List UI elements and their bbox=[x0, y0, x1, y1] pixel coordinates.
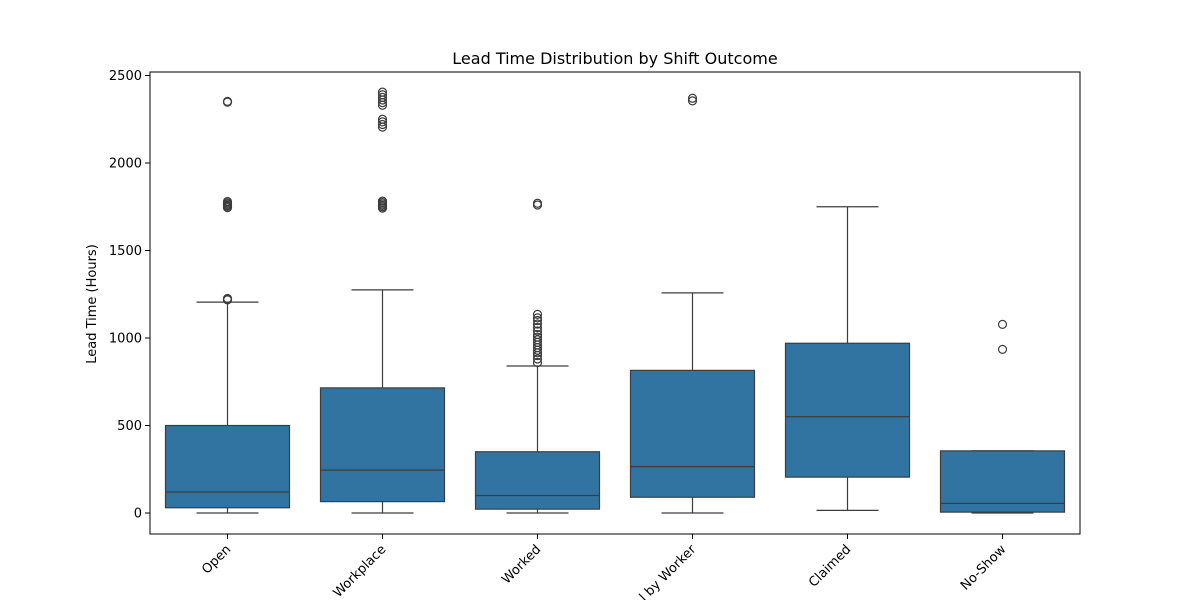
box-group bbox=[474, 198, 601, 514]
outlier-point bbox=[997, 319, 1008, 329]
outlier-point bbox=[377, 90, 388, 100]
x-tick-label: Workplace bbox=[331, 542, 390, 600]
y-axis-label: Lead Time (Hours) bbox=[85, 244, 100, 364]
x-tick-label: Worked bbox=[499, 542, 544, 587]
box bbox=[939, 450, 1066, 513]
outlier-point bbox=[687, 93, 698, 103]
y-axis: 0 500 1000 1500 2000 2500 bbox=[109, 69, 150, 522]
outlier-point bbox=[532, 309, 543, 319]
outlier-point bbox=[377, 114, 388, 124]
y-tick-label: 2500 bbox=[109, 69, 142, 84]
box bbox=[474, 451, 601, 510]
box bbox=[164, 424, 291, 509]
plot-area bbox=[164, 87, 1066, 514]
x-axis: Open Workplace Worked l by Worker Claimed No-… bbox=[199, 534, 1010, 600]
box bbox=[319, 387, 446, 503]
outlier-point bbox=[222, 196, 233, 207]
box-group bbox=[629, 93, 756, 514]
outlier-point bbox=[377, 119, 388, 130]
x-tick-label: l by Worker bbox=[637, 542, 700, 600]
outlier-point bbox=[222, 293, 233, 304]
y-tick-label: 500 bbox=[117, 419, 142, 434]
outlier-point bbox=[377, 117, 388, 127]
x-tick-label: Open bbox=[199, 542, 234, 577]
outlier-point bbox=[532, 322, 543, 333]
box-group bbox=[319, 87, 446, 514]
outlier-point bbox=[532, 326, 543, 336]
y-tick-label: 1000 bbox=[109, 332, 142, 347]
box bbox=[784, 342, 911, 478]
outlier-point bbox=[687, 96, 698, 106]
outlier-point bbox=[377, 196, 388, 206]
box-group bbox=[784, 206, 911, 511]
outlier-point bbox=[222, 96, 233, 107]
box-group bbox=[939, 319, 1066, 514]
outlier-point bbox=[997, 344, 1008, 354]
outlier-point bbox=[532, 354, 543, 364]
outlier-point bbox=[532, 357, 543, 368]
outlier-point bbox=[532, 329, 543, 340]
outlier-point bbox=[532, 319, 543, 329]
y-tick-label: 2000 bbox=[109, 157, 142, 172]
plot-frame bbox=[149, 71, 1081, 535]
outlier-point bbox=[532, 332, 543, 342]
box-group bbox=[164, 96, 291, 514]
outlier-point bbox=[377, 87, 388, 97]
y-tick-label: 1500 bbox=[109, 244, 142, 259]
x-tick-label: No-Show bbox=[958, 542, 1010, 594]
box bbox=[629, 369, 756, 498]
outlier-point bbox=[377, 92, 388, 102]
y-tick-label: 0 bbox=[134, 507, 142, 522]
x-tick-label: Claimed bbox=[806, 542, 854, 590]
outlier-point bbox=[532, 313, 543, 323]
chart-title: Lead Time Distribution by Shift Outcome bbox=[452, 49, 777, 68]
outlier-point bbox=[532, 198, 543, 208]
outlier-point bbox=[532, 335, 543, 345]
outlier-point bbox=[532, 315, 543, 326]
